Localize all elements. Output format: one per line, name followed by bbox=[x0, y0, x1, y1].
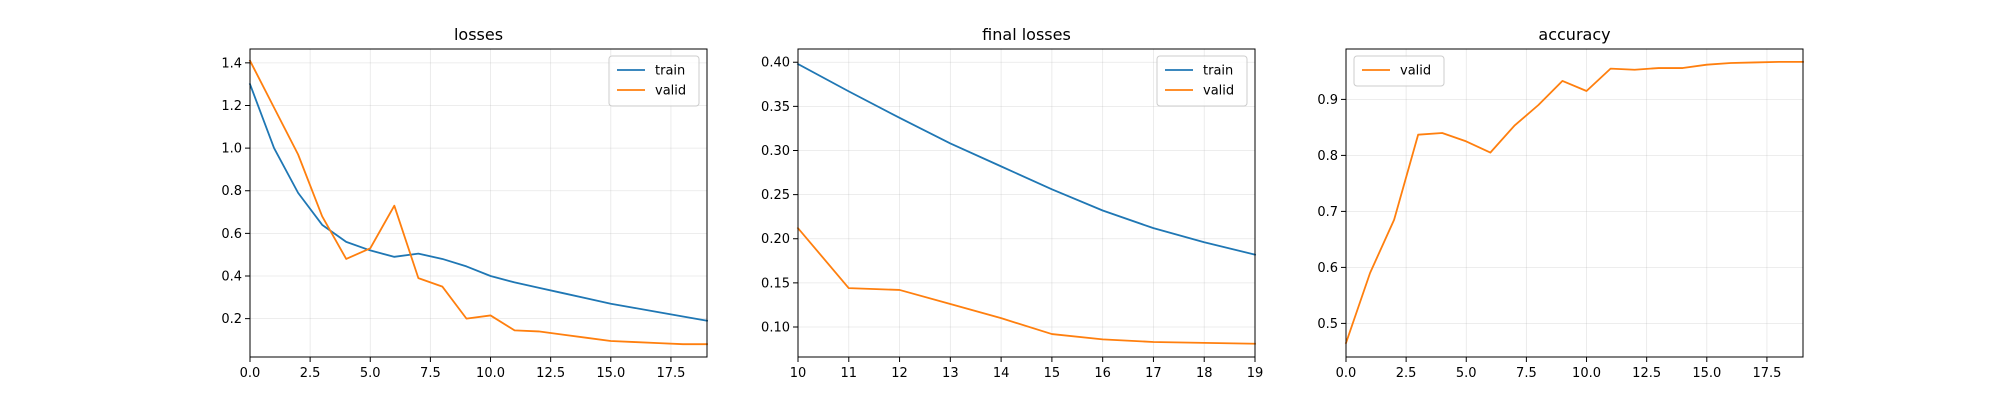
legend-box bbox=[608, 55, 700, 107]
x-tick-label: 12 bbox=[891, 366, 908, 381]
legend: valid bbox=[1353, 55, 1445, 87]
x-tick-label: 16 bbox=[1094, 366, 1111, 381]
chart-title: accuracy bbox=[1538, 25, 1610, 44]
x-tick-label: 17.5 bbox=[1752, 366, 1781, 381]
y-tick-label: 0.2 bbox=[221, 312, 242, 327]
legend-box bbox=[1353, 55, 1445, 87]
x-tick-label: 0.0 bbox=[240, 366, 261, 381]
legend: train valid bbox=[1156, 55, 1248, 107]
x-tick-label: 7.5 bbox=[420, 366, 441, 381]
series-line-train bbox=[248, 83, 709, 322]
y-tick-label: 0.35 bbox=[761, 100, 790, 115]
x-tick-label: 5.0 bbox=[360, 366, 381, 381]
plot-frame bbox=[249, 48, 708, 358]
x-tick-label: 0.0 bbox=[1336, 366, 1357, 381]
x-tick-label: 11 bbox=[841, 366, 858, 381]
y-tick-label: 0.30 bbox=[761, 144, 790, 159]
x-tick-label: 2.5 bbox=[300, 366, 321, 381]
legend-label-valid: valid bbox=[1400, 64, 1431, 79]
x-tick-label: 12.5 bbox=[536, 366, 565, 381]
y-tick-label: 0.7 bbox=[1317, 205, 1338, 220]
x-tick-label: 10 bbox=[790, 366, 807, 381]
y-tick-label: 1.2 bbox=[221, 99, 242, 114]
x-tick-label: 10.0 bbox=[476, 366, 505, 381]
x-tick-label: 18 bbox=[1196, 366, 1213, 381]
x-tick-label: 17 bbox=[1145, 366, 1162, 381]
series-line-valid bbox=[248, 59, 708, 346]
y-tick-label: 0.25 bbox=[761, 188, 790, 203]
x-tick-label: 5.0 bbox=[1456, 366, 1477, 381]
chart-title: losses bbox=[454, 25, 503, 44]
y-tick-label: 0.5 bbox=[1317, 317, 1338, 332]
y-tick-label: 0.9 bbox=[1317, 93, 1338, 108]
legend-label-train: train bbox=[655, 64, 685, 79]
legend-label-valid: valid bbox=[1203, 84, 1234, 99]
chart-panel-1: losses 0.0 2.5 5.0 7.5 10.0 12.5 15.0 17.5 0.2 0.4… bbox=[221, 25, 709, 381]
series-line-train bbox=[796, 62, 1257, 256]
y-tick-label: 0.6 bbox=[1317, 261, 1338, 276]
y-tick-label: 0.15 bbox=[761, 276, 790, 291]
y-tick-label: 1.0 bbox=[221, 142, 242, 157]
y-tick-label: 0.20 bbox=[761, 232, 790, 247]
y-tick-label: 0.6 bbox=[221, 227, 242, 242]
x-tick-label: 12.5 bbox=[1632, 366, 1661, 381]
y-tick-label: 0.8 bbox=[1317, 149, 1338, 164]
legend-box bbox=[1156, 55, 1248, 107]
x-tick-label: 15.0 bbox=[596, 366, 625, 381]
legend-label-valid: valid bbox=[655, 84, 686, 99]
x-tick-label: 19 bbox=[1247, 366, 1264, 381]
x-tick-label: 14 bbox=[993, 366, 1010, 381]
legend: train valid bbox=[608, 55, 700, 107]
chart-panel-3: accuracy 0.0 2.5 5.0 7.5 10.0 12.5 15.0 17.5 0.5 0… bbox=[1317, 25, 1804, 381]
x-tick-label: 10.0 bbox=[1572, 366, 1601, 381]
series-line-valid bbox=[796, 226, 1256, 345]
x-tick-label: 15.0 bbox=[1692, 366, 1721, 381]
x-tick-label: 2.5 bbox=[1396, 366, 1417, 381]
x-tick-label: 15 bbox=[1044, 366, 1061, 381]
legend-label-train: train bbox=[1203, 64, 1233, 79]
y-tick-label: 0.8 bbox=[221, 184, 242, 199]
y-tick-label: 0.10 bbox=[761, 320, 790, 335]
y-tick-label: 0.4 bbox=[221, 270, 242, 285]
x-tick-label: 17.5 bbox=[656, 366, 685, 381]
series-line-valid bbox=[1344, 60, 1804, 345]
x-tick-label: 7.5 bbox=[1516, 366, 1537, 381]
gridlines bbox=[1345, 49, 1803, 357]
y-tick-label: 1.4 bbox=[221, 56, 242, 71]
plot-frame bbox=[1345, 48, 1804, 358]
plot-frame bbox=[797, 48, 1256, 358]
y-tick-label: 0.40 bbox=[761, 56, 790, 71]
x-tick-label: 13 bbox=[942, 366, 959, 381]
chart-panel-2: final losses 10 11 12 13 14 15 16 17 18 19 0.10 0.15… bbox=[761, 25, 1263, 381]
chart-title: final losses bbox=[982, 25, 1071, 44]
